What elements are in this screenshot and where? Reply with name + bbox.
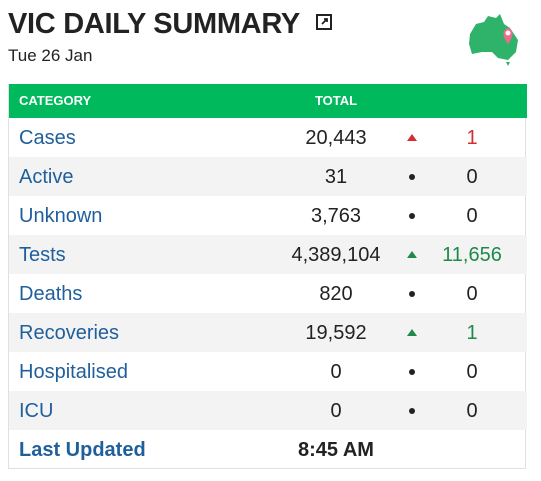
footer-row: Last Updated 8:45 AM: [9, 430, 527, 469]
table-row: Recoveries 19,592 1: [9, 313, 527, 352]
summary-table: CATEGORY TOTAL Cases 20,443 1 Active 31 0 Unkn…: [8, 84, 527, 469]
total: 20,443: [305, 127, 367, 149]
trend-up-icon: [407, 134, 417, 141]
date: Tue 26 Jan: [8, 46, 93, 65]
no-change-icon: [409, 174, 415, 180]
change: 0: [466, 205, 478, 227]
change: 1: [466, 322, 478, 344]
change: 0: [466, 283, 478, 305]
category: Active: [19, 166, 74, 188]
table-row: Deaths 820 0: [9, 274, 527, 313]
total: 820: [319, 283, 353, 305]
total: 3,763: [310, 205, 362, 227]
category: Recoveries: [19, 322, 120, 344]
category: Hospitalised: [19, 361, 128, 383]
no-change-icon: [409, 369, 415, 375]
footer-label: Last Updated: [19, 439, 146, 461]
change: 0: [466, 400, 478, 422]
column-header: CATEGORY: [19, 93, 92, 108]
change: 11,656: [442, 244, 502, 266]
total: 19,592: [305, 322, 367, 344]
table-row: Hospitalised 0 0: [9, 352, 527, 391]
map-icon: [469, 14, 518, 66]
footer-value: 8:45 AM: [298, 439, 374, 461]
trend-up-icon: [407, 251, 417, 258]
change: 0: [466, 361, 478, 383]
title: VIC DAILY SUMMARY: [8, 8, 300, 40]
table-row: Unknown 3,763 0: [9, 196, 527, 235]
category: Cases: [19, 127, 76, 149]
total: 0: [330, 400, 342, 422]
change: 0: [466, 166, 478, 188]
no-change-icon: [409, 408, 415, 414]
table-row: ICU 0 0: [9, 391, 527, 430]
trend-up-icon: [407, 329, 417, 336]
category: Unknown: [19, 205, 103, 227]
table-header: CATEGORY TOTAL: [9, 84, 527, 118]
no-change-icon: [409, 291, 415, 297]
table-row: Cases 20,443 1: [9, 118, 527, 157]
total: 4,389,104: [291, 244, 381, 266]
expand-icon[interactable]: [316, 14, 332, 30]
total: 31: [324, 166, 348, 188]
category: ICU: [19, 400, 54, 422]
no-change-icon: [409, 213, 415, 219]
table-row: Active 31 0: [9, 157, 527, 196]
category: Deaths: [19, 283, 83, 305]
total: 0: [330, 361, 342, 383]
change: 1: [466, 127, 478, 149]
column-header: TOTAL: [314, 93, 358, 108]
table-row: Tests 4,389,104 11,656: [9, 235, 527, 274]
category: Tests: [19, 244, 66, 266]
